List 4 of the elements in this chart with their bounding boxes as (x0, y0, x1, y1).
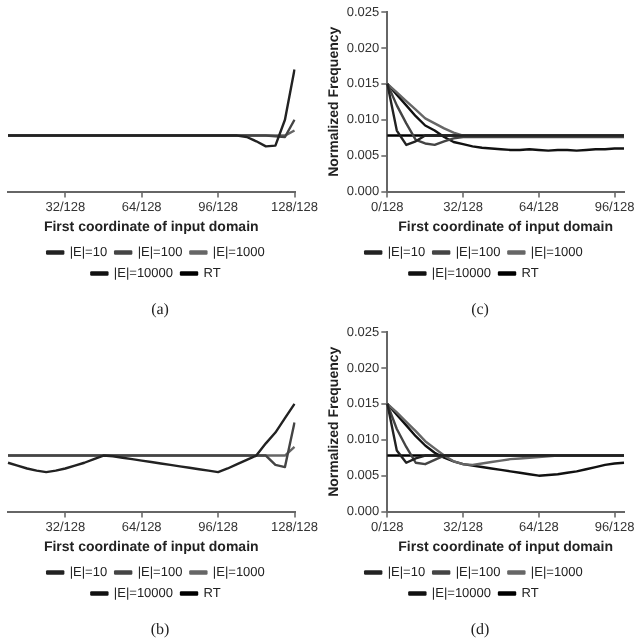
text: (b) (150, 620, 170, 639)
text: (d) (470, 620, 490, 639)
text: (a) (151, 300, 170, 319)
text: (c) (471, 300, 490, 319)
